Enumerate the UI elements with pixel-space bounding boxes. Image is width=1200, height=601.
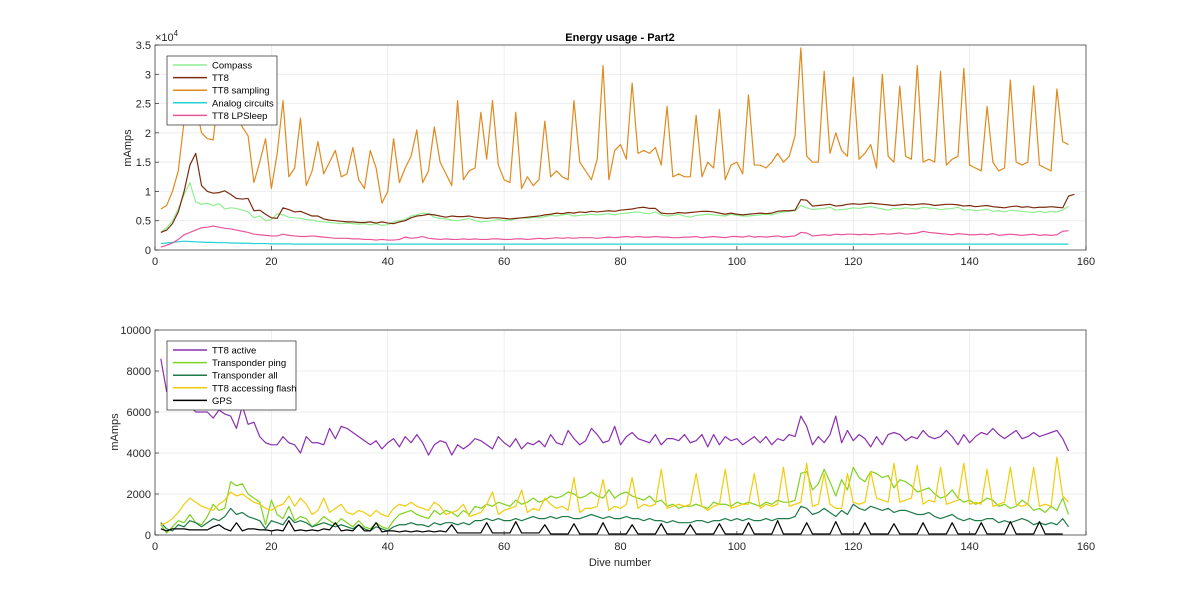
top-series-line-tt8-lpsleep — [160, 225, 1069, 248]
bottom-ticks: 0 20 40 60 80 100 120 140 160 0 2000 4000 6000 8000 10… — [120, 325, 1095, 553]
top-y-tick-label: 3.5 — [136, 40, 151, 52]
top-x-tick-label: 80 — [614, 256, 626, 268]
top-y-tick-label: 1 — [145, 186, 151, 198]
top-grid — [155, 45, 1086, 250]
top-series-line-tt8 — [160, 152, 1075, 233]
bottom-series-line-tt8-accessing-flash — [160, 456, 1069, 526]
top-y-exponent-power: 4 — [174, 29, 179, 38]
top-y-tick-label: 2 — [145, 128, 151, 140]
bottom-x-tick-label: 100 — [728, 541, 746, 553]
top-series-line-tt8-sampling — [160, 47, 1069, 210]
top-x-tick-label: 100 — [728, 256, 746, 268]
bottom-legend-label: TT8 active — [212, 346, 256, 357]
top-x-tick-label: 140 — [960, 256, 978, 268]
top-legend-label: Compass — [212, 61, 252, 72]
top-x-tick-label: 160 — [1077, 256, 1095, 268]
top-y-axis-label: mAmps — [122, 129, 134, 167]
bottom-y-tick-label: 0 — [145, 530, 151, 542]
top-x-tick-label: 60 — [498, 256, 510, 268]
bottom-legend-label: Transponder ping — [212, 358, 286, 369]
bottom-series — [160, 358, 1070, 535]
bottom-series-line-gps — [160, 520, 1063, 535]
bottom-axes: 0 20 40 60 80 100 120 140 160 0 2000 4000 6000 8000 10… — [109, 325, 1095, 569]
bottom-legend-box — [166, 340, 297, 411]
bottom-legend-label: TT8 accessing flash — [212, 383, 296, 394]
bottom-y-tick-label: 4000 — [127, 448, 151, 460]
bottom-y-axis-label: mAmps — [109, 413, 121, 451]
bottom-y-tick-label: 6000 — [127, 407, 151, 419]
top-x-tick-label: 40 — [382, 256, 394, 268]
top-y-exponent-base: ×10 — [155, 32, 174, 44]
top-y-tick-label: 0 — [145, 245, 151, 257]
bottom-series-line-transponder-all — [160, 503, 1070, 532]
top-series — [160, 47, 1075, 248]
top-legend-label: TT8 LPSleep — [212, 111, 267, 122]
bottom-x-tick-label: 20 — [265, 541, 277, 553]
bottom-x-tick-label: 140 — [960, 541, 978, 553]
bottom-x-tick-label: 60 — [498, 541, 510, 553]
top-series-line-analog-circuits — [160, 240, 1069, 245]
top-y-tick-label: 3 — [145, 69, 151, 81]
bottom-x-tick-label: 80 — [614, 541, 626, 553]
top-y-exponent: ×104 — [155, 29, 179, 44]
bottom-x-tick-label: 40 — [382, 541, 394, 553]
bottom-legend-label: GPS — [212, 396, 232, 407]
top-y-tick-label: 1.5 — [136, 157, 151, 169]
bottom-x-axis-label: Dive number — [589, 557, 652, 569]
top-y-tick-label: 2.5 — [136, 99, 151, 111]
top-legend-label: TT8 sampling — [212, 86, 270, 97]
bottom-x-tick-label: 120 — [844, 541, 862, 553]
bottom-x-tick-label: 160 — [1077, 541, 1095, 553]
top-y-tick-label: 0.5 — [136, 216, 151, 228]
top-series-line-compass — [160, 182, 1069, 233]
bottom-x-tick-label: 0 — [152, 541, 158, 553]
bottom-legend-label: Transponder all — [212, 371, 278, 382]
top-chart-title: Energy usage - Part2 — [565, 32, 674, 44]
bottom-y-tick-label: 10000 — [120, 325, 151, 337]
top-x-tick-label: 20 — [265, 256, 277, 268]
bottom-y-tick-label: 8000 — [127, 366, 151, 378]
top-x-tick-label: 120 — [844, 256, 862, 268]
top-legend-label: Analog circuits — [212, 98, 274, 109]
bottom-y-tick-label: 2000 — [127, 489, 151, 501]
bottom-series-line-tt8-active — [160, 358, 1070, 456]
top-ticks: 0 20 40 60 80 100 120 140 160 0 0.5 1 1.5 2 2.5 3 3.5 — [136, 40, 1095, 268]
top-x-tick-label: 0 — [152, 256, 158, 268]
top-legend-label: TT8 — [212, 73, 229, 84]
top-axes: 0 20 40 60 80 100 120 140 160 0 0.5 1 1.5 2 2.5 3 3.5 En… — [122, 29, 1095, 268]
